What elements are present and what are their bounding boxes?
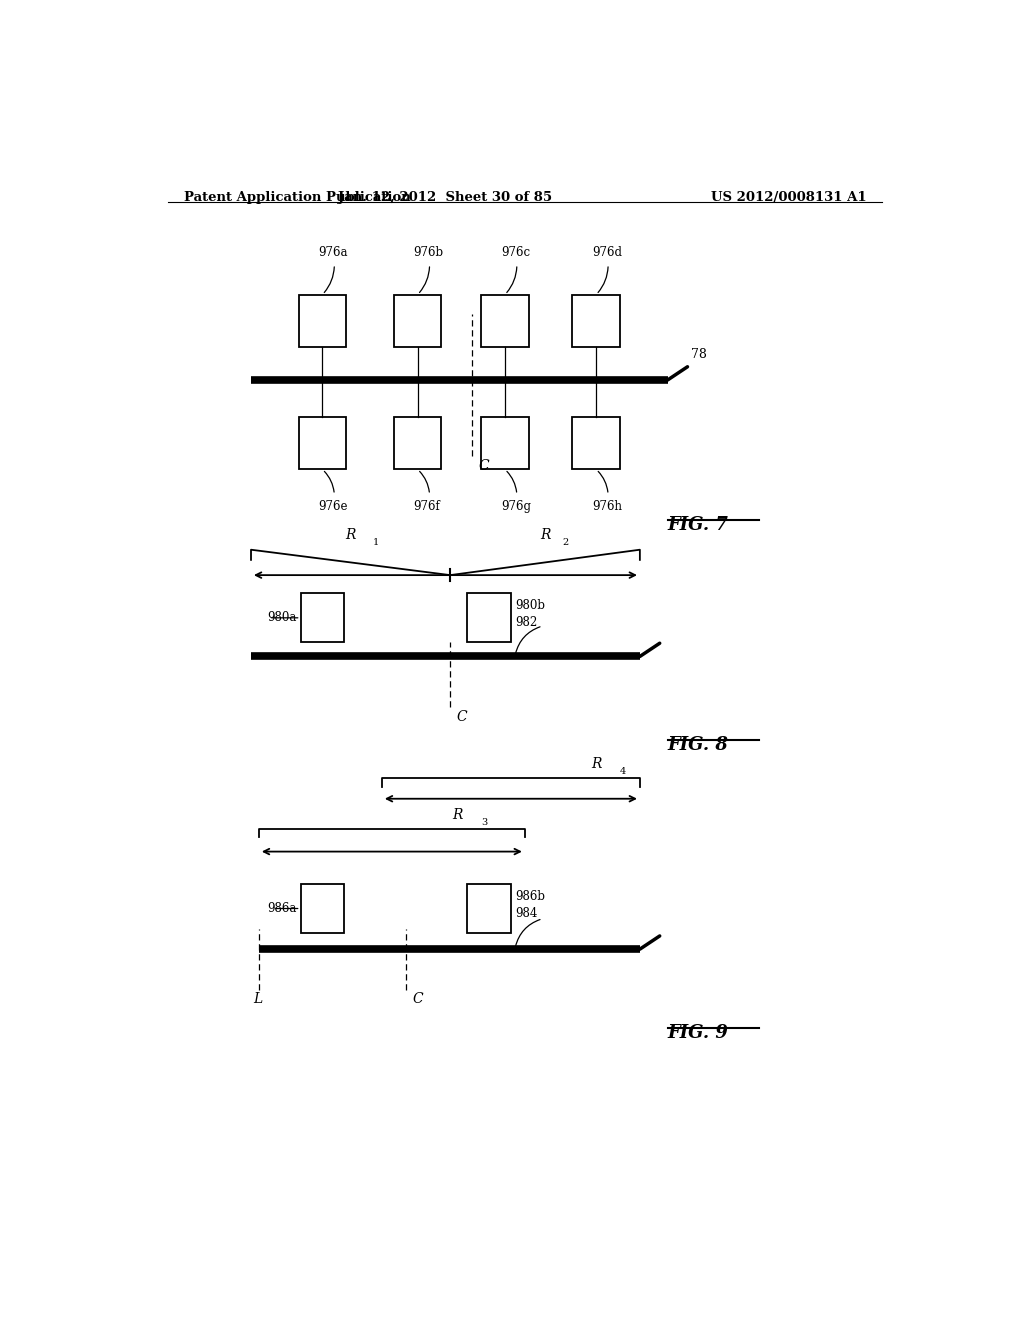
Text: R: R xyxy=(540,528,550,541)
Bar xyxy=(299,294,346,347)
Bar xyxy=(394,294,441,347)
Text: 986a: 986a xyxy=(267,902,297,915)
Text: FIG. 8: FIG. 8 xyxy=(668,735,728,754)
Text: 976b: 976b xyxy=(414,246,443,259)
Bar xyxy=(467,594,511,643)
Text: 4: 4 xyxy=(620,767,627,776)
Text: Patent Application Publication: Patent Application Publication xyxy=(183,191,411,203)
Text: 984: 984 xyxy=(515,907,538,920)
Bar xyxy=(467,884,511,933)
Text: 976g: 976g xyxy=(501,500,531,513)
Text: 3: 3 xyxy=(481,818,487,828)
Text: US 2012/0008131 A1: US 2012/0008131 A1 xyxy=(712,191,867,203)
Text: C: C xyxy=(479,459,489,474)
Bar xyxy=(572,417,620,470)
Text: 78: 78 xyxy=(691,348,708,362)
Text: 980b: 980b xyxy=(515,599,545,612)
Text: 2: 2 xyxy=(562,537,568,546)
Text: C: C xyxy=(412,991,423,1006)
Text: 976a: 976a xyxy=(318,246,348,259)
Text: R: R xyxy=(345,528,356,541)
Bar xyxy=(481,417,528,470)
Text: 976d: 976d xyxy=(592,246,623,259)
Text: 980a: 980a xyxy=(267,611,297,624)
Text: 976f: 976f xyxy=(414,500,440,513)
Text: 1: 1 xyxy=(373,537,379,546)
Text: R: R xyxy=(452,808,463,822)
Bar xyxy=(301,884,344,933)
Text: FIG. 7: FIG. 7 xyxy=(668,516,728,535)
Text: 976c: 976c xyxy=(501,246,530,259)
Text: 982: 982 xyxy=(515,616,538,630)
Text: R: R xyxy=(591,758,601,771)
Bar xyxy=(394,417,441,470)
Text: Jan. 12, 2012  Sheet 30 of 85: Jan. 12, 2012 Sheet 30 of 85 xyxy=(338,191,553,203)
Text: 986b: 986b xyxy=(515,890,545,903)
Bar xyxy=(299,417,346,470)
Text: 976h: 976h xyxy=(592,500,623,513)
Text: FIG. 9: FIG. 9 xyxy=(668,1024,728,1043)
Text: 976e: 976e xyxy=(318,500,348,513)
Bar xyxy=(572,294,620,347)
Bar xyxy=(301,594,344,643)
Bar xyxy=(481,294,528,347)
Text: L: L xyxy=(253,991,262,1006)
Text: C: C xyxy=(457,710,467,725)
